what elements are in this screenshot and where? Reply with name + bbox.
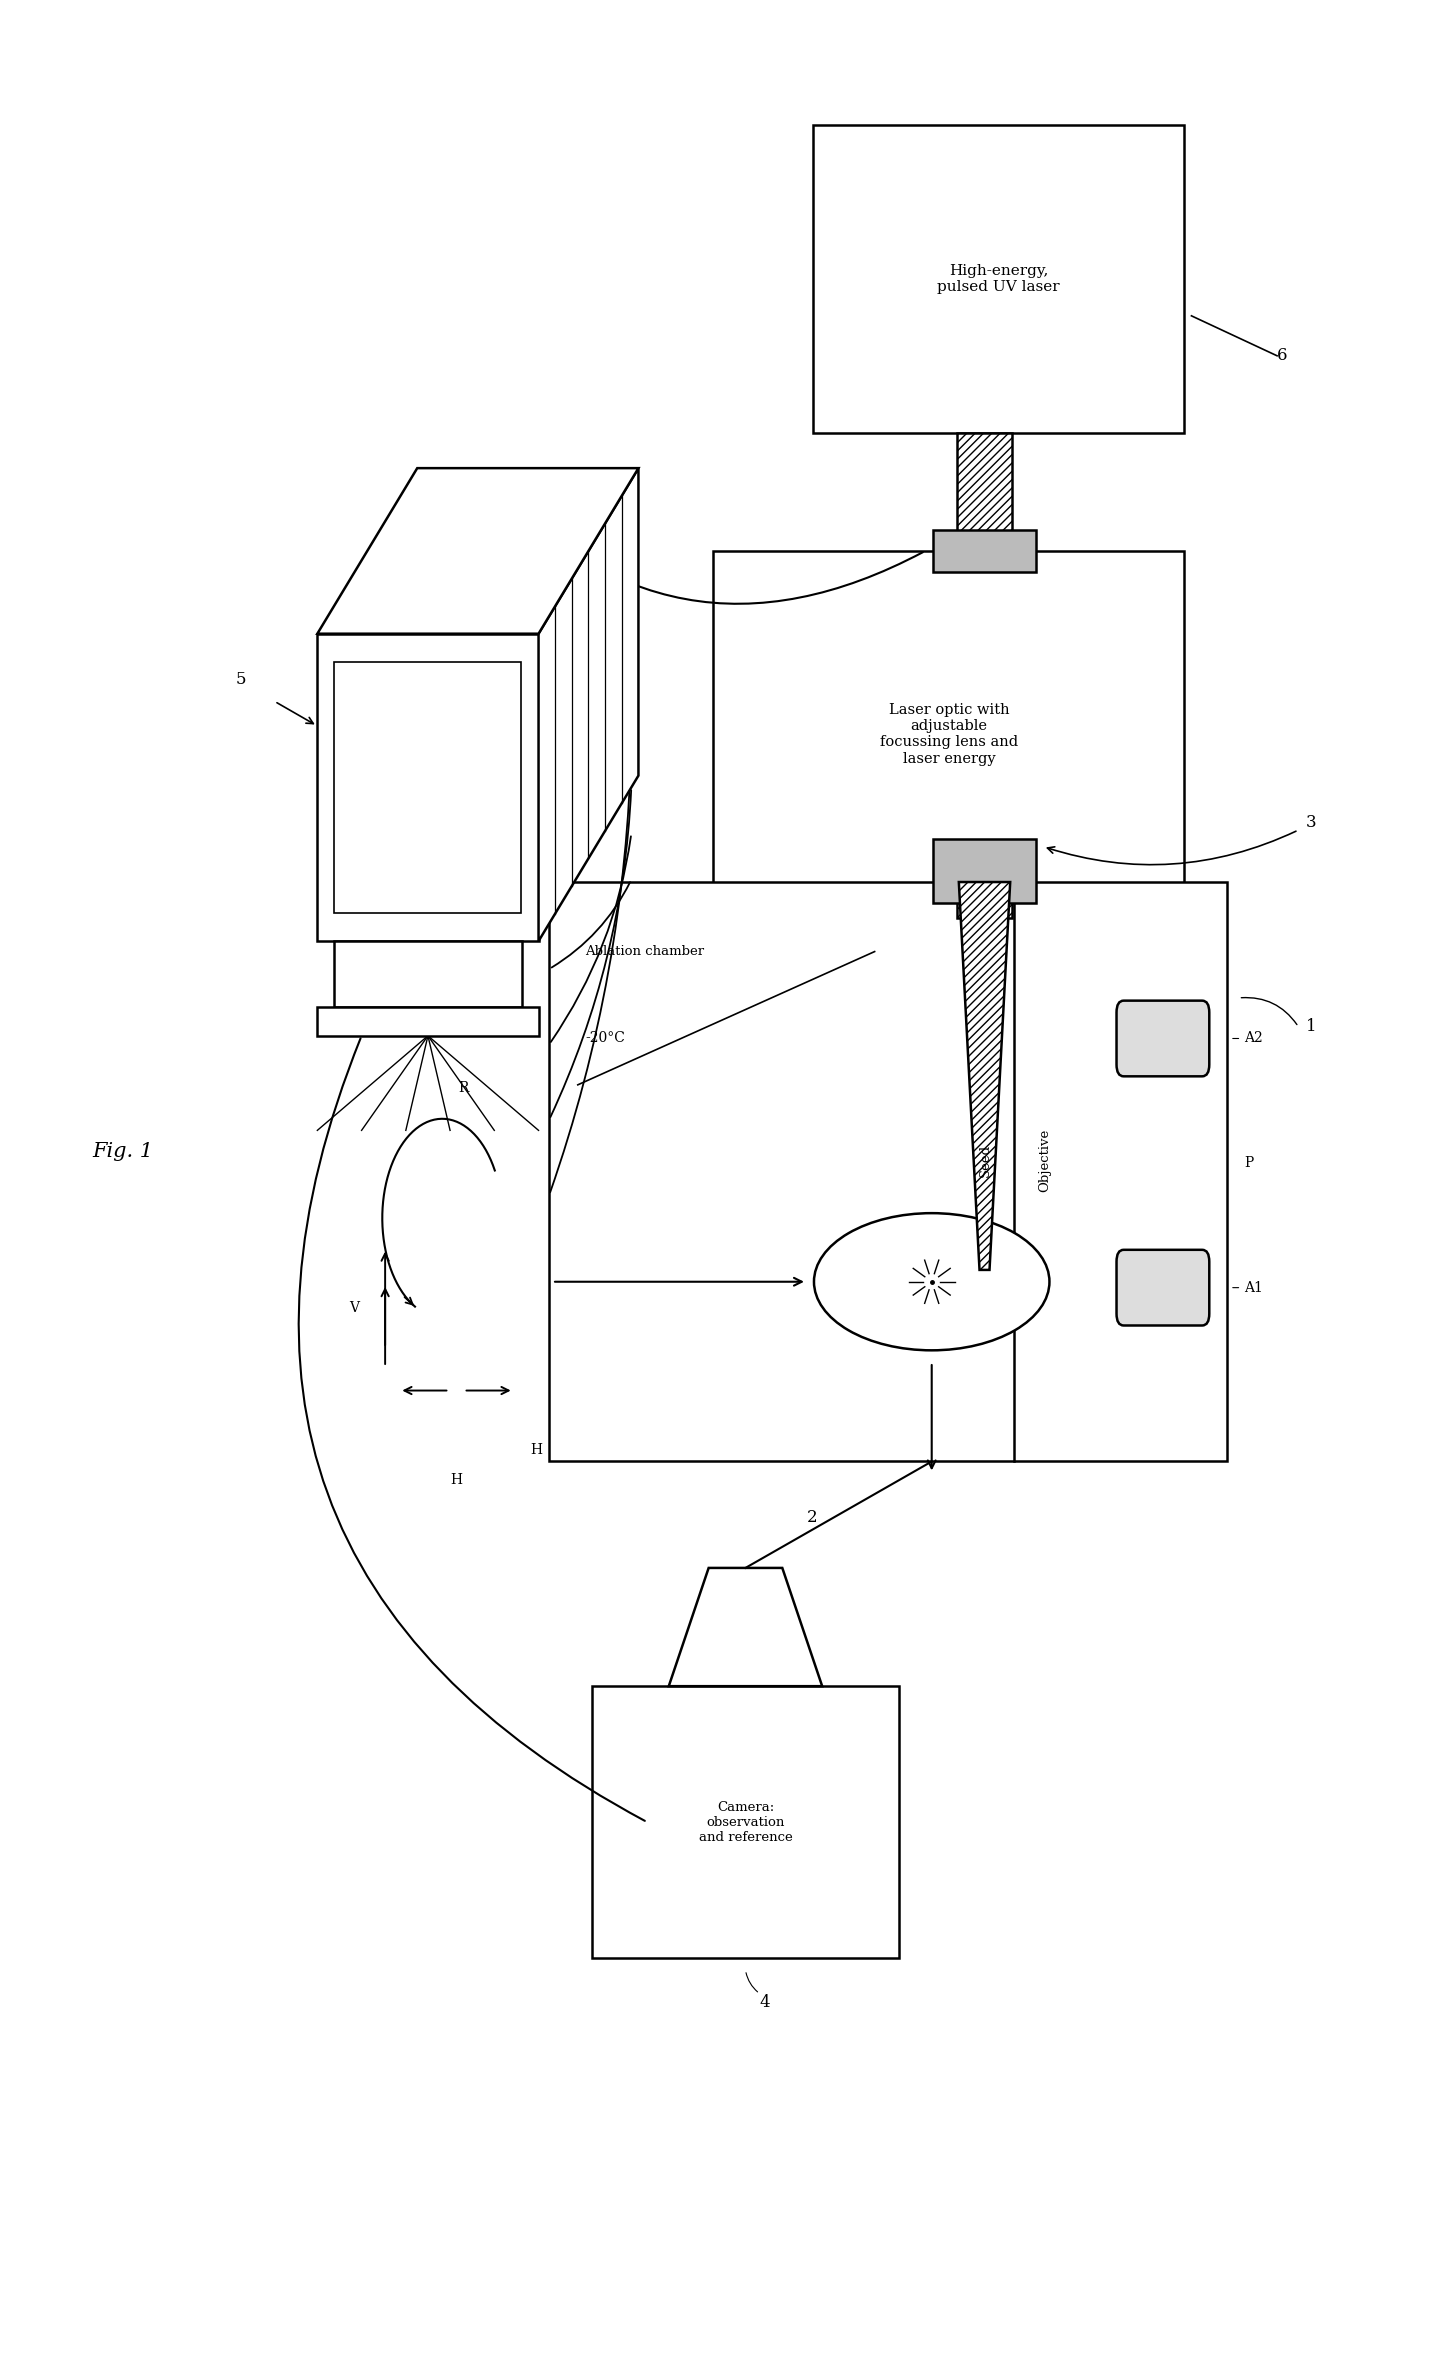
FancyBboxPatch shape [1117,1002,1209,1075]
Bar [957,433,1012,552]
Polygon shape [958,883,1010,1270]
Bar [957,883,1012,918]
Bar [334,942,522,1006]
Bar [334,661,522,914]
Bar [549,883,1228,1461]
Ellipse shape [814,1213,1049,1351]
Text: V: V [349,1301,359,1316]
Text: Objective: Objective [1039,1128,1052,1192]
FancyBboxPatch shape [1117,1249,1209,1325]
Bar [592,1687,899,1958]
Text: Fig. 1: Fig. 1 [92,1142,154,1161]
Text: -20°C: -20°C [585,1032,625,1044]
Text: 3: 3 [1306,814,1316,830]
Text: 2: 2 [807,1508,817,1525]
Bar [813,126,1185,433]
Bar [317,633,539,942]
Bar [934,531,1036,573]
Bar [713,552,1185,918]
Text: 5: 5 [235,671,246,688]
Bar [934,840,1036,904]
Text: Laser optic with
adjustable
focussing lens and
laser energy: Laser optic with adjustable focussing le… [880,702,1017,766]
Text: 4: 4 [759,1994,771,2010]
Text: A1: A1 [1244,1280,1264,1294]
Text: A2: A2 [1244,1032,1262,1044]
Text: 6: 6 [1277,347,1288,364]
Text: 1: 1 [1306,1018,1316,1035]
Text: H: H [530,1442,542,1456]
Text: P: P [1244,1156,1254,1170]
Text: Ablation chamber: Ablation chamber [585,944,705,959]
Text: High-energy,
pulsed UV laser: High-energy, pulsed UV laser [938,264,1061,295]
Text: Camera:
observation
and reference: Camera: observation and reference [699,1801,793,1844]
Polygon shape [317,469,638,633]
Polygon shape [539,469,638,942]
Text: H: H [451,1473,463,1487]
Polygon shape [669,1568,823,1687]
Bar [317,1006,539,1035]
Text: Seed: Seed [978,1144,991,1178]
Text: R: R [458,1080,468,1094]
